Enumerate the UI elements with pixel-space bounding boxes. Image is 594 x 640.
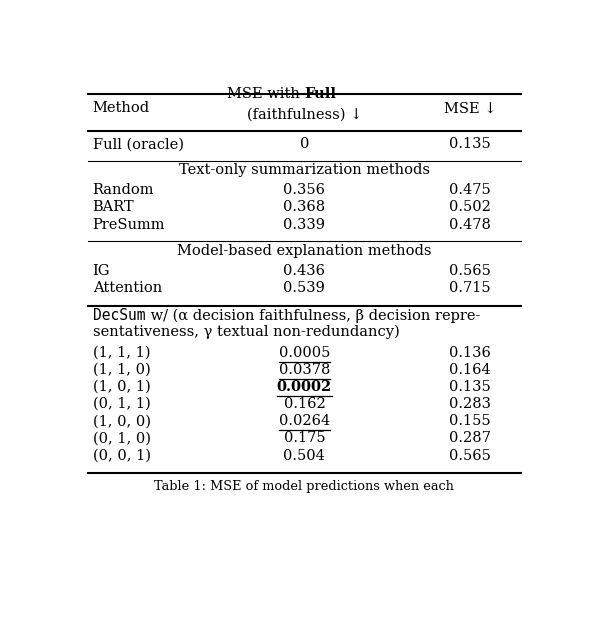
Text: 0.287: 0.287 [449,431,491,445]
Text: PreSumm: PreSumm [93,218,165,232]
Text: Attention: Attention [93,281,162,295]
Text: (1, 1, 1): (1, 1, 1) [93,346,150,360]
Text: 0.478: 0.478 [449,218,491,232]
Text: 0.0378: 0.0378 [279,363,330,377]
Text: 0.436: 0.436 [283,264,326,278]
Text: BART: BART [93,200,134,214]
Text: 0.283: 0.283 [449,397,491,411]
Text: DecSum: DecSum [93,308,145,323]
Text: (1, 0, 0): (1, 0, 0) [93,414,151,428]
Text: 0.475: 0.475 [449,183,491,197]
Text: IG: IG [93,264,110,278]
Text: (faithfulness) ↓: (faithfulness) ↓ [247,108,362,122]
Text: 0.0002: 0.0002 [277,380,332,394]
Text: (0, 1, 1): (0, 1, 1) [93,397,150,411]
Text: 0.175: 0.175 [283,431,326,445]
Text: MSE ↓: MSE ↓ [444,101,497,115]
Text: 0.565: 0.565 [449,449,491,463]
Text: 0.356: 0.356 [283,183,326,197]
Text: 0.339: 0.339 [283,218,326,232]
Text: Random: Random [93,183,154,197]
Text: Model-based explanation methods: Model-based explanation methods [177,244,432,258]
Text: 0.504: 0.504 [283,449,326,463]
Text: Full: Full [304,87,336,101]
Text: 0.539: 0.539 [283,281,326,295]
Text: (0, 1, 0): (0, 1, 0) [93,431,151,445]
Text: Table 1: MSE of model predictions when each: Table 1: MSE of model predictions when e… [154,479,454,493]
Text: 0.368: 0.368 [283,200,326,214]
Text: 0.0005: 0.0005 [279,346,330,360]
Text: 0.0264: 0.0264 [279,414,330,428]
Text: Text-only summarization methods: Text-only summarization methods [179,163,430,177]
Text: w/ (α decision faithfulness, β decision repre-: w/ (α decision faithfulness, β decision … [146,308,480,323]
Text: MSE with: MSE with [227,87,304,101]
Text: 0.135: 0.135 [449,380,491,394]
Text: 0.136: 0.136 [449,346,491,360]
Text: (1, 1, 0): (1, 1, 0) [93,363,150,377]
Text: (0, 0, 1): (0, 0, 1) [93,449,151,463]
Text: 0.155: 0.155 [449,414,491,428]
Text: 0.162: 0.162 [283,397,326,411]
Text: 0.164: 0.164 [449,363,491,377]
Text: Full (oracle): Full (oracle) [93,138,184,151]
Text: sentativeness, γ textual non-redundancy): sentativeness, γ textual non-redundancy) [93,325,399,339]
Text: 0.135: 0.135 [449,138,491,151]
Text: 0.502: 0.502 [449,200,491,214]
Text: (1, 0, 1): (1, 0, 1) [93,380,150,394]
Text: 0: 0 [300,138,309,151]
Text: Method: Method [93,101,150,115]
Text: 0.715: 0.715 [449,281,491,295]
Text: 0.565: 0.565 [449,264,491,278]
